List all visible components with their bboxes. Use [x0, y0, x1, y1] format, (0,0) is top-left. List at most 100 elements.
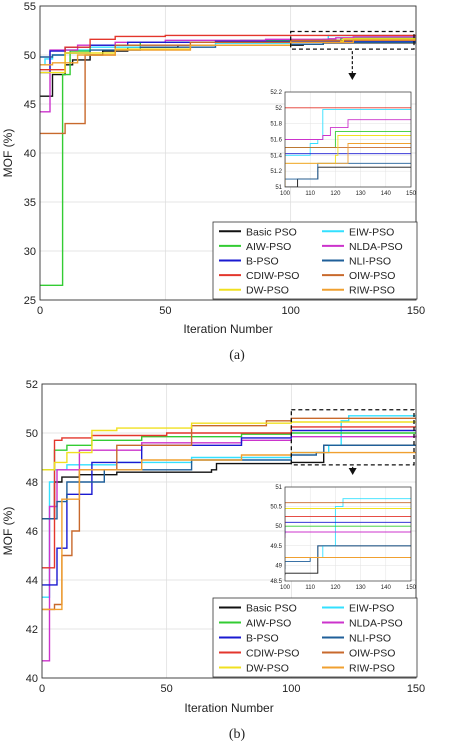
- legend-label: NLDA-PSO: [349, 618, 403, 630]
- zoom-arrow-head: [348, 73, 357, 80]
- legend-label: NLDA-PSO: [349, 241, 403, 253]
- inset-series-line: [285, 153, 411, 156]
- caption-b: (b): [228, 727, 246, 742]
- inset-series-line: [285, 108, 411, 172]
- legend-label: Basic PSO: [246, 603, 297, 615]
- inset-x-tick-label: 110: [305, 585, 315, 591]
- x-tick-label: 50: [159, 305, 171, 317]
- y-tick-label: 48: [26, 477, 38, 489]
- series-line: [42, 444, 416, 520]
- x-axis-label: Iteration Number: [184, 701, 273, 715]
- legend-label: CDIW-PSO: [246, 648, 299, 660]
- legend-label: AIW-PSO: [246, 618, 291, 630]
- inset-x-tick-label: 120: [330, 585, 341, 591]
- y-tick-label: 52: [26, 379, 38, 391]
- zoom-box: [290, 409, 415, 466]
- inset-series-line: [285, 502, 411, 507]
- y-tick-label: 40: [26, 673, 38, 685]
- inset-y-tick-label: 51.4: [270, 153, 282, 159]
- x-tick-label: 150: [407, 305, 425, 317]
- inset-series-line: [285, 557, 411, 562]
- legend: Basic PSO EIW-PSO AIW-PSO NLDA-PSO B-PSO NLI-…: [212, 597, 418, 678]
- inset-y-tick-label: 52: [275, 106, 282, 112]
- legend-label: NLI-PSO: [349, 633, 391, 645]
- inset-y-tick-label: 50: [275, 524, 282, 530]
- legend-label: EIW-PSO: [349, 603, 394, 615]
- y-tick-label: 25: [24, 295, 36, 307]
- inset-y-tick-label: 51: [275, 185, 282, 191]
- inset-y-tick-label: 49.5: [270, 544, 282, 550]
- x-tick-label: 50: [161, 683, 173, 695]
- legend-box: [212, 221, 418, 300]
- y-tick-label: 44: [26, 575, 38, 587]
- inset-series-line: [285, 143, 411, 187]
- caption-a: (a): [229, 348, 245, 363]
- x-tick-label: 100: [281, 305, 299, 317]
- x-tick-label: 100: [282, 683, 300, 695]
- y-tick-label: 50: [26, 428, 38, 440]
- inset-x-tick-label: 110: [305, 191, 315, 197]
- legend-label: RIW-PSO: [349, 663, 395, 675]
- inset-x-tick-label: 150: [406, 191, 417, 197]
- y-tick-label: 45: [24, 99, 36, 111]
- inset-series-line: [285, 119, 411, 140]
- x-tick-label: 150: [407, 683, 425, 695]
- inset-y-tick-label: 51.8: [270, 122, 282, 128]
- inset-x-tick-label: 100: [280, 191, 291, 197]
- legend: Basic PSO EIW-PSO AIW-PSO NLDA-PSO B-PSO NLI-…: [212, 221, 418, 300]
- inset-frame: [284, 91, 412, 188]
- inset-y-tick-label: 51.2: [270, 169, 282, 175]
- inset-series-group: [285, 498, 411, 576]
- chart-a: 25 30 35 40 45 50 55 0 50 100 150 Iteration Number M…: [1, 1, 425, 336]
- y-tick-label: 50: [24, 50, 36, 62]
- legend-label: B-PSO: [246, 256, 279, 268]
- series-line: [42, 421, 416, 471]
- series-line: [42, 429, 416, 586]
- legend-label: RIW-PSO: [349, 285, 395, 297]
- zoom-box: [290, 30, 415, 50]
- inset-plot-area: [285, 487, 411, 581]
- inset-series-line: [285, 508, 411, 511]
- inset-x-tick-label: 100: [280, 585, 291, 591]
- axes-frame: [39, 5, 417, 301]
- y-tick-label: 55: [24, 1, 36, 13]
- inset-chart: 51 51.2 51.4 51.6 51.8 52 52.2 100 110 120 130 140 1…: [270, 90, 416, 197]
- inset-x-tick-label: 130: [356, 191, 367, 197]
- series-line: [40, 39, 416, 66]
- y-tick-label: 35: [24, 197, 36, 209]
- inset-x-tick-label: 140: [381, 191, 392, 197]
- legend-label: Basic PSO: [246, 226, 297, 238]
- inset-y-tick-label: 50.5: [270, 505, 282, 511]
- inset-y-tick-label: 49: [275, 563, 282, 569]
- inset-y-tick-label: 48.5: [270, 579, 282, 585]
- legend-label: OIW-PSO: [349, 270, 395, 282]
- inset-y-tick-label: 51: [275, 485, 282, 491]
- series-line: [40, 36, 416, 113]
- inset-series-line: [285, 525, 411, 529]
- legend-label: DW-PSO: [246, 285, 289, 297]
- inset-y-tick-label: 52.2: [270, 90, 282, 96]
- legend-label: DW-PSO: [246, 663, 289, 675]
- inset-x-tick-label: 150: [406, 585, 417, 591]
- inset-series-line: [285, 515, 411, 527]
- y-tick-label: 46: [26, 526, 38, 538]
- inset-chart: 48.5 49 49.5 50 50.5 51 100 110 120 130 140 150: [270, 485, 416, 591]
- inset-series-group: [285, 107, 411, 187]
- inset-series-line: [285, 521, 411, 534]
- y-tick-label: 42: [26, 624, 38, 636]
- chart-b: 40 42 44 46 48 50 52 0 50 100 150 Iteration Number M…: [1, 379, 425, 715]
- legend-box: [212, 597, 418, 678]
- inset-x-tick-label: 130: [356, 585, 367, 591]
- inset-series-line: [285, 135, 411, 187]
- inset-x-tick-label: 140: [381, 585, 392, 591]
- legend-label: CDIW-PSO: [246, 270, 299, 282]
- legend-label: OIW-PSO: [349, 648, 395, 660]
- y-axis-label: MOF (%): [1, 129, 15, 178]
- inset-x-tick-label: 120: [330, 191, 341, 197]
- inset-series-line: [285, 530, 411, 538]
- inset-y-tick-label: 51.6: [270, 138, 282, 144]
- y-tick-label: 30: [24, 246, 36, 258]
- series-line: [40, 41, 416, 58]
- legend-label: EIW-PSO: [349, 226, 394, 238]
